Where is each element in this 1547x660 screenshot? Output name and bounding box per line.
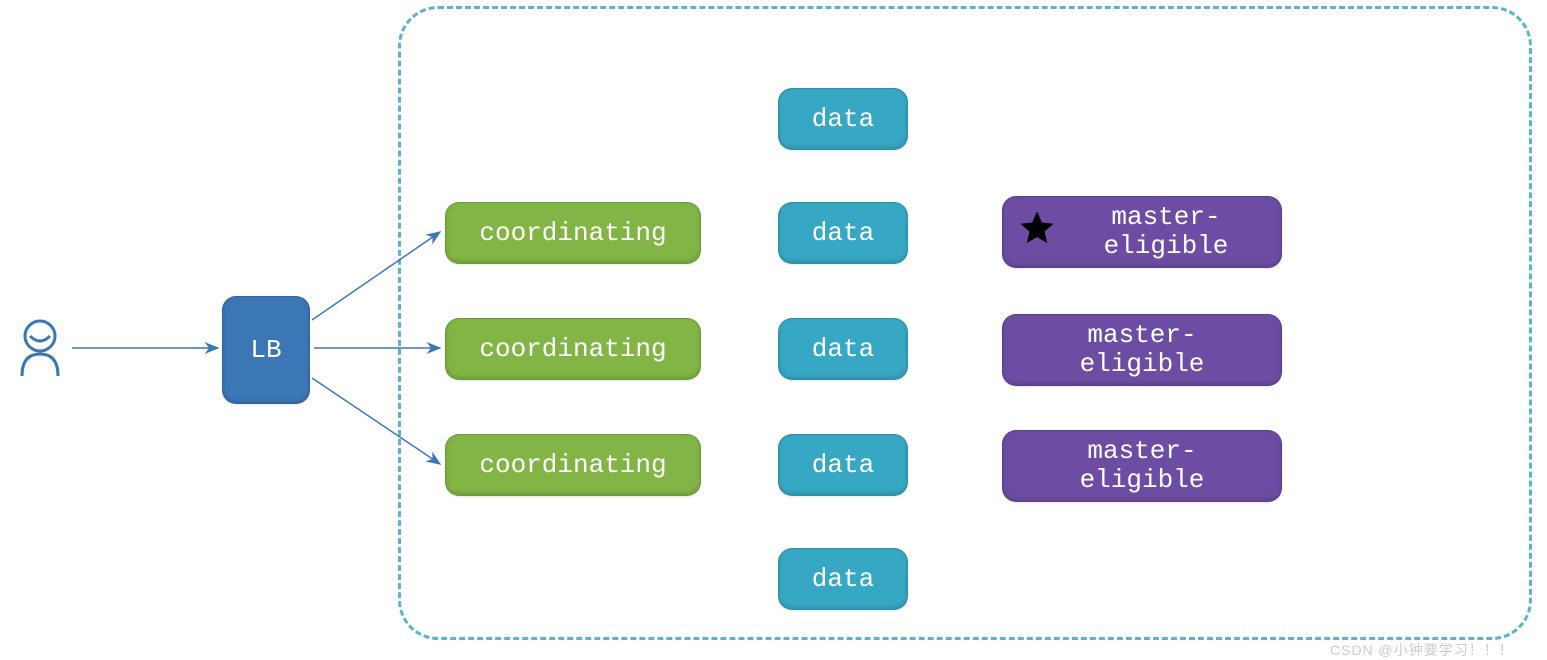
data-node: data: [778, 318, 908, 380]
load-balancer-node: LB: [222, 296, 310, 404]
data-node: data: [778, 434, 908, 496]
coordinating-node: coordinating: [445, 202, 701, 264]
user-body: [22, 354, 58, 376]
watermark-text: CSDN @小钟要学习！！！: [1330, 640, 1514, 660]
coordinating-node: coordinating: [445, 434, 701, 496]
data-label: data: [812, 218, 874, 248]
user-icon: [10, 316, 70, 401]
coordinating-label: coordinating: [479, 218, 666, 248]
data-label: data: [812, 564, 874, 594]
star-icon: [1017, 208, 1057, 256]
lb-label: LB: [250, 335, 281, 365]
data-label: data: [812, 334, 874, 364]
coordinating-node: coordinating: [445, 318, 701, 380]
user-head: [25, 321, 55, 351]
data-node: data: [778, 548, 908, 610]
data-node: data: [778, 88, 908, 150]
data-label: data: [812, 104, 874, 134]
user-smile: [30, 336, 50, 341]
master-label: master- eligible: [1080, 321, 1205, 378]
master-eligible-node: master- eligible: [1002, 196, 1282, 268]
data-label: data: [812, 450, 874, 480]
coordinating-label: coordinating: [479, 450, 666, 480]
master-label: master- eligible: [1104, 203, 1229, 260]
master-label: master- eligible: [1080, 437, 1205, 494]
coordinating-label: coordinating: [479, 334, 666, 364]
master-eligible-node: master- eligible: [1002, 430, 1282, 502]
data-node: data: [778, 202, 908, 264]
master-eligible-node: master- eligible: [1002, 314, 1282, 386]
